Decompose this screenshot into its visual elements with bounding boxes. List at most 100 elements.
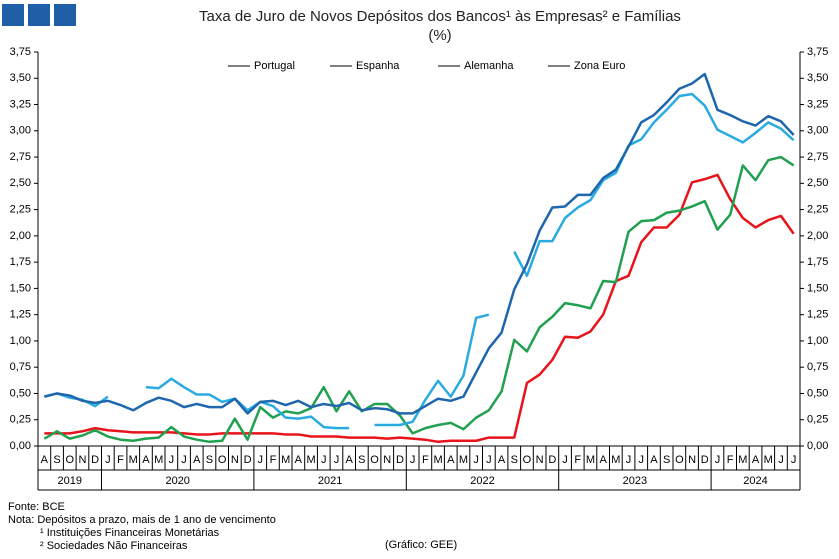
- x-tick-label: J: [778, 454, 784, 466]
- year-label: 2023: [623, 475, 647, 487]
- legend-label: Alemanha: [464, 60, 514, 72]
- x-tick-label: O: [65, 454, 74, 466]
- x-tick-label: D: [548, 454, 556, 466]
- x-tick-label: J: [169, 454, 175, 466]
- x-tick-label: J: [410, 454, 416, 466]
- y2-tick-label: 0,75: [807, 361, 828, 373]
- x-tick-label: A: [295, 454, 303, 466]
- x-tick-label: M: [129, 454, 138, 466]
- x-tick-label: A: [193, 454, 201, 466]
- y-tick-label: 1,50: [10, 282, 31, 294]
- x-tick-label: J: [791, 454, 797, 466]
- y2-tick-label: 0,25: [807, 414, 828, 426]
- x-tick-label: N: [231, 454, 239, 466]
- x-tick-label: O: [370, 454, 379, 466]
- x-tick-label: M: [764, 454, 773, 466]
- x-tick-label: F: [574, 454, 581, 466]
- y2-tick-label: 1,75: [807, 256, 828, 268]
- y2-tick-label: 3,25: [807, 98, 828, 110]
- y2-tick-label: 2,00: [807, 230, 828, 242]
- x-tick-label: N: [688, 454, 696, 466]
- x-tick-label: M: [738, 454, 747, 466]
- x-tick-label: A: [650, 454, 658, 466]
- x-tick-label: F: [117, 454, 124, 466]
- x-tick-label: M: [586, 454, 595, 466]
- year-label: 2022: [470, 475, 494, 487]
- chart-title: Taxa de Juro de Novos Depósitos dos Banc…: [199, 8, 681, 25]
- y-tick-label: 2,50: [10, 177, 31, 189]
- x-tick-label: A: [345, 454, 353, 466]
- x-tick-label: O: [218, 454, 227, 466]
- y2-tick-label: 1,00: [807, 335, 828, 347]
- y2-tick-label: 3,50: [807, 72, 828, 84]
- x-tick-label: F: [727, 454, 734, 466]
- year-label: 2024: [743, 475, 767, 487]
- x-tick-label: J: [626, 454, 632, 466]
- x-tick-label: A: [41, 454, 49, 466]
- x-tick-label: J: [258, 454, 264, 466]
- x-tick-label: F: [270, 454, 277, 466]
- year-label: 2021: [318, 475, 342, 487]
- y-tick-label: 3,00: [10, 125, 31, 137]
- note: Nota: Depósitos a prazo, mais de 1 ano d…: [8, 514, 276, 526]
- y2-tick-label: 0,50: [807, 387, 828, 399]
- x-tick-label: A: [498, 454, 506, 466]
- x-tick-label: M: [433, 454, 442, 466]
- x-tick-label: J: [473, 454, 479, 466]
- x-tick-label: O: [523, 454, 532, 466]
- x-tick-label: M: [611, 454, 620, 466]
- y-tick-label: 2,75: [10, 151, 31, 163]
- x-tick-label: S: [511, 454, 518, 466]
- legend-label: Zona Euro: [574, 60, 625, 72]
- note: ¹ Instituições Financeiras Monetárias: [40, 527, 220, 539]
- y-tick-label: 1,00: [10, 335, 31, 347]
- x-tick-label: J: [486, 454, 492, 466]
- series-line: [43, 155, 795, 444]
- x-tick-label: M: [281, 454, 290, 466]
- y2-tick-label: 2,50: [807, 177, 828, 189]
- source: Fonte: BCE: [8, 501, 65, 513]
- x-tick-label: S: [663, 454, 670, 466]
- y-tick-label: 3,25: [10, 98, 31, 110]
- x-tick-label: M: [459, 454, 468, 466]
- x-tick-label: J: [321, 454, 327, 466]
- x-tick-label: N: [536, 454, 544, 466]
- y-tick-label: 2,00: [10, 230, 31, 242]
- legend-label: Portugal: [254, 60, 295, 72]
- y-tick-label: 3,50: [10, 72, 31, 84]
- x-tick-label: J: [715, 454, 721, 466]
- series-line: [44, 173, 795, 444]
- x-tick-label: S: [53, 454, 60, 466]
- y-tick-label: 1,25: [10, 309, 31, 321]
- x-tick-label: J: [639, 454, 645, 466]
- legend-label: Espanha: [356, 60, 400, 72]
- x-tick-label: J: [105, 454, 111, 466]
- x-tick-label: J: [562, 454, 568, 466]
- x-tick-label: D: [244, 454, 252, 466]
- x-tick-label: A: [752, 454, 760, 466]
- y2-tick-label: 1,50: [807, 282, 828, 294]
- x-tick-label: O: [675, 454, 684, 466]
- y-tick-label: 0,25: [10, 414, 31, 426]
- y-tick-label: 1,75: [10, 256, 31, 268]
- chart-subtitle: (%): [428, 27, 451, 44]
- logo-square: [54, 4, 76, 26]
- y2-tick-label: 3,00: [807, 125, 828, 137]
- y2-tick-label: 3,75: [807, 46, 828, 58]
- y2-tick-label: 2,25: [807, 204, 828, 216]
- x-tick-label: D: [396, 454, 404, 466]
- x-tick-label: S: [206, 454, 213, 466]
- y2-tick-label: 1,25: [807, 309, 828, 321]
- x-tick-label: N: [383, 454, 391, 466]
- year-label: 2020: [165, 475, 189, 487]
- credit: (Gráfico: GEE): [385, 539, 457, 551]
- x-tick-label: J: [181, 454, 187, 466]
- logo-square: [2, 4, 24, 26]
- x-tick-label: D: [91, 454, 99, 466]
- x-tick-label: F: [422, 454, 429, 466]
- y-tick-label: 3,75: [10, 46, 31, 58]
- y-tick-label: 0,50: [10, 387, 31, 399]
- series-line: [44, 92, 795, 430]
- x-tick-label: J: [334, 454, 340, 466]
